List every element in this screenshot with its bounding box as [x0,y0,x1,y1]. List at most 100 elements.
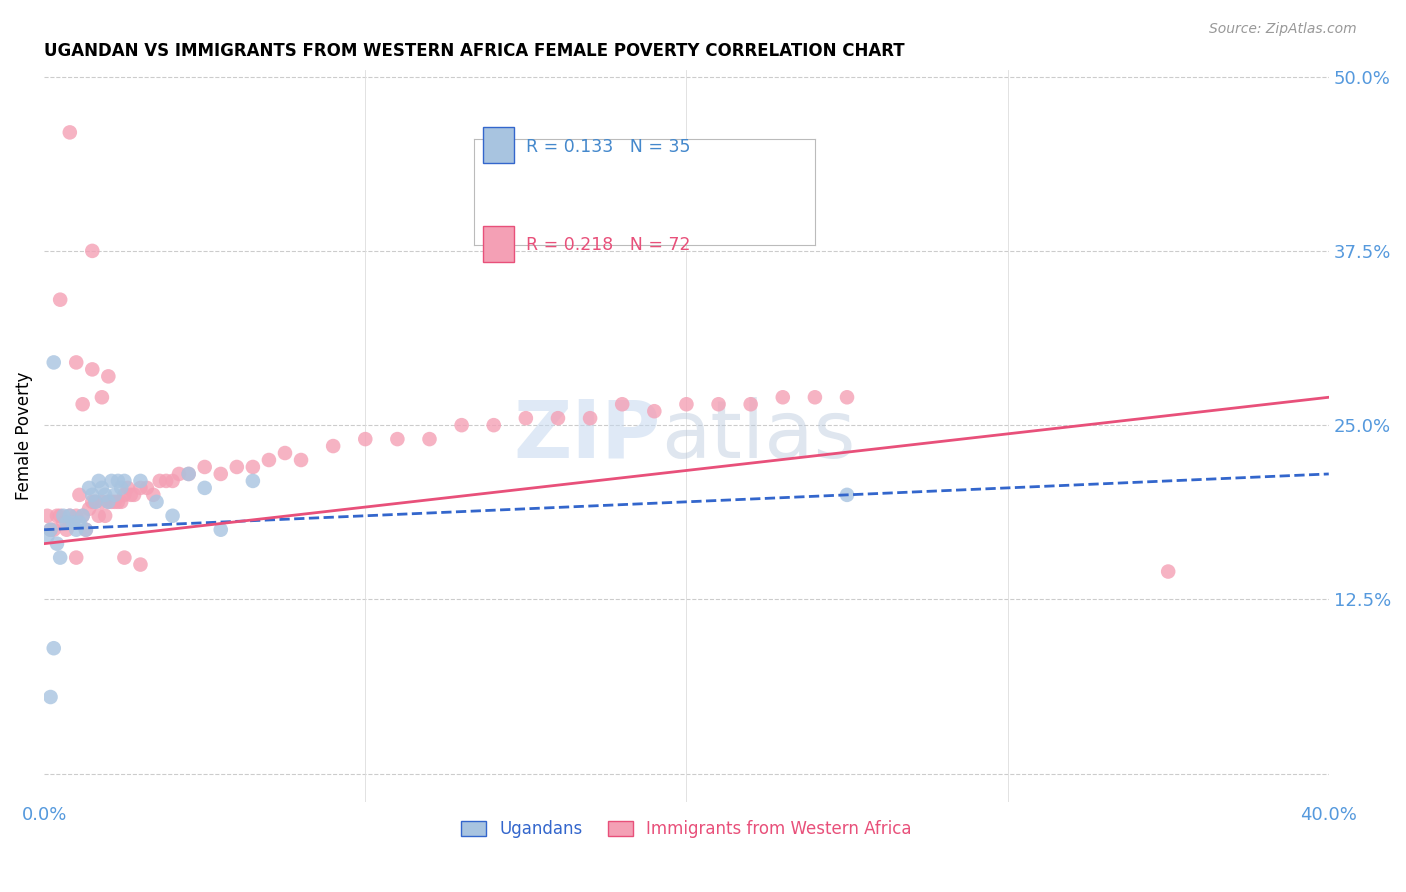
Point [87,474,110,488]
Text: R = 0.218   N = 72: R = 0.218 N = 72 [526,236,690,254]
Point [75,523,97,537]
Point [167,467,190,481]
Point [82,244,104,258]
Point [418,432,440,446]
Point [110,495,132,509]
Point [579,411,602,425]
Point [72,397,94,411]
Point [65,508,87,523]
Text: atlas: atlas [661,397,855,475]
Point [87,508,110,523]
Text: UGANDAN VS IMMIGRANTS FROM WESTERN AFRICA FEMALE POVERTY CORRELATION CHART: UGANDAN VS IMMIGRANTS FROM WESTERN AFRIC… [44,42,904,60]
Point [107,474,129,488]
Point [42,355,65,369]
Point [39,523,62,537]
Point [707,397,730,411]
Point [84,495,107,509]
Point [82,362,104,376]
Point [49,508,72,523]
Point [75,523,97,537]
Point [120,488,142,502]
Point [149,474,172,488]
Point [39,523,62,537]
Point [62,516,84,530]
Point [94,488,117,502]
Point [482,418,505,433]
Y-axis label: Female Poverty: Female Poverty [15,371,32,500]
Point [37,508,59,523]
Point [59,508,82,523]
Point [225,460,247,475]
Point [1157,565,1180,579]
Point [110,481,132,495]
Point [46,536,69,550]
Point [612,397,634,411]
Point [52,516,75,530]
Text: Source: ZipAtlas.com: Source: ZipAtlas.com [1209,22,1357,37]
Point [142,488,165,502]
Point [49,293,72,307]
FancyBboxPatch shape [484,226,515,262]
Point [162,474,184,488]
Point [37,530,59,544]
Point [209,467,232,481]
Point [643,404,665,418]
Point [835,488,858,502]
Point [194,460,217,475]
Point [69,516,91,530]
Point [155,474,177,488]
Point [104,488,127,502]
FancyBboxPatch shape [484,127,515,163]
Point [65,550,87,565]
Point [49,550,72,565]
Point [322,439,344,453]
Point [77,481,100,495]
Point [112,488,135,502]
Point [274,446,297,460]
Point [94,508,117,523]
Point [107,495,129,509]
Point [675,397,697,411]
Point [177,467,200,481]
Point [39,690,62,704]
Point [209,523,232,537]
Point [135,481,157,495]
Point [82,495,104,509]
Point [72,508,94,523]
Point [77,501,100,516]
Point [97,495,120,509]
Point [69,488,91,502]
Point [772,390,794,404]
Point [55,523,77,537]
Point [290,453,312,467]
Point [104,495,127,509]
Point [129,474,152,488]
Point [100,495,122,509]
Point [242,474,264,488]
Point [42,641,65,656]
Point [84,495,107,509]
Point [112,550,135,565]
Point [42,523,65,537]
Legend: Ugandans, Immigrants from Western Africa: Ugandans, Immigrants from Western Africa [454,814,918,845]
Point [242,460,264,475]
Point [387,432,409,446]
Point [52,508,75,523]
Point [90,495,112,509]
Point [112,474,135,488]
Point [547,411,569,425]
Point [129,558,152,572]
Point [354,432,377,446]
Point [835,390,858,404]
Point [59,508,82,523]
Point [90,481,112,495]
Point [177,467,200,481]
Point [59,125,82,139]
Point [90,390,112,404]
Text: R = 0.133   N = 35: R = 0.133 N = 35 [526,137,690,155]
Point [129,481,152,495]
Point [740,397,762,411]
Point [194,481,217,495]
Point [145,495,167,509]
Point [257,453,280,467]
